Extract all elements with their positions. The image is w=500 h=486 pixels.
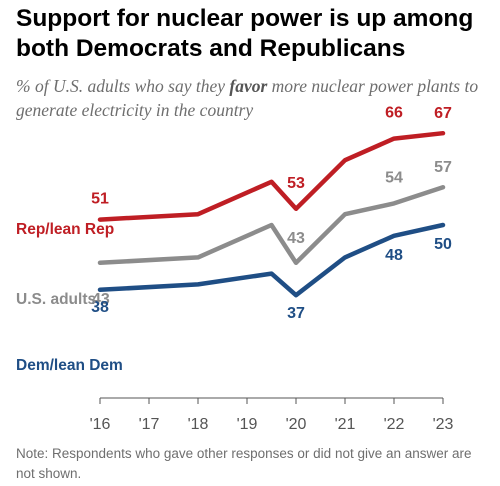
- data-label: 43: [92, 291, 110, 308]
- x-tick-label: '19: [237, 416, 258, 433]
- data-label: 48: [385, 247, 403, 264]
- data-label: 54: [385, 169, 403, 186]
- chart-subtitle: % of U.S. adults who say they favor more…: [16, 74, 486, 122]
- data-label: 38: [91, 299, 109, 316]
- subtitle-part-1: % of U.S. adults who say they: [16, 76, 230, 96]
- data-label: 57: [434, 159, 452, 176]
- data-label: 67: [434, 105, 452, 122]
- series-label: Dem/lean Dem: [16, 357, 123, 374]
- x-tick-label: '22: [384, 416, 405, 433]
- x-tick-label: '16: [90, 416, 111, 433]
- data-label: 66: [385, 105, 403, 122]
- series-line: [97, 130, 446, 222]
- x-tick-label: '21: [335, 416, 356, 433]
- x-tick-label: '23: [433, 416, 454, 433]
- series-label: Rep/lean Rep: [16, 221, 114, 238]
- data-label: 43: [287, 230, 305, 247]
- x-tick-label: '18: [188, 416, 209, 433]
- data-label: 53: [287, 175, 305, 192]
- series-label: U.S. adults: [16, 291, 96, 308]
- series-line: [97, 184, 446, 266]
- line-chart: '16 '17 '18 '19 '20 '21 '22 '23 51 53 66 67 43 43 54 57…: [16, 105, 454, 433]
- x-tick-label: '17: [139, 416, 160, 433]
- series-line: [97, 222, 446, 298]
- subtitle-emphasis: favor: [229, 76, 268, 96]
- subtitle-part-2: more nuclear power plants to generate el…: [16, 76, 479, 120]
- data-label: 50: [434, 236, 452, 253]
- chart-note: Note: Respondents who gave other respons…: [16, 446, 472, 481]
- chart-title: Support for nuclear power is up among bo…: [16, 5, 474, 62]
- data-label: 37: [287, 305, 305, 322]
- data-label: 51: [91, 191, 109, 208]
- x-tick-label: '20: [286, 416, 307, 433]
